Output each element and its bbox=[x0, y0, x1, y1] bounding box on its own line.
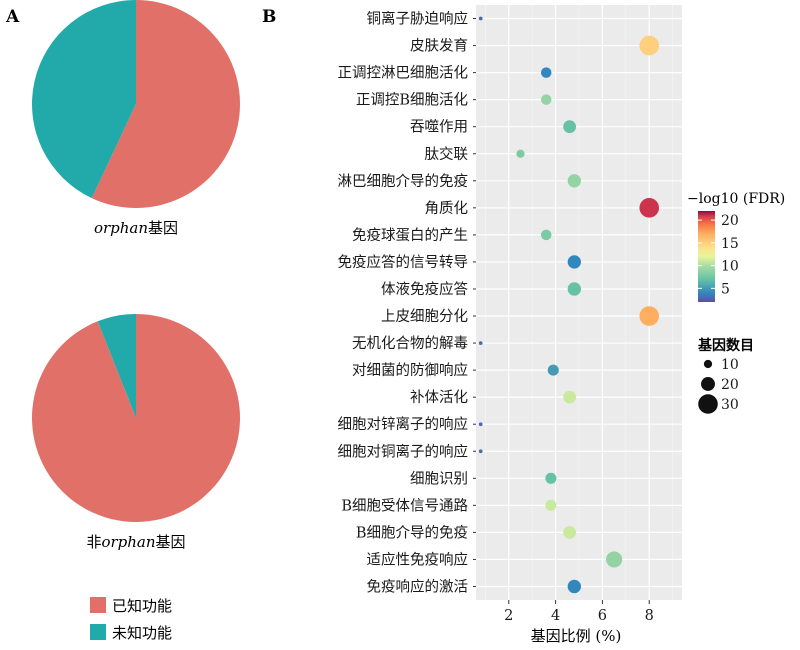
data-point bbox=[639, 306, 660, 326]
pie-non-orphan-slice-1 bbox=[97, 314, 136, 418]
category-label: 吞噬作用 bbox=[410, 119, 468, 136]
data-point bbox=[567, 282, 581, 296]
size-legend-label: 10 bbox=[721, 357, 739, 373]
category-label: 免疫响应的激活 bbox=[367, 577, 469, 595]
data-point bbox=[639, 198, 660, 218]
pie-orphan-slice-1 bbox=[31, 0, 136, 199]
data-point bbox=[478, 16, 483, 21]
panel-b-label: B bbox=[262, 7, 276, 27]
category-label: 对细菌的防御响应 bbox=[352, 361, 468, 379]
data-point bbox=[545, 499, 557, 511]
pie-orphan-caption-suffix: 基因 bbox=[148, 219, 178, 237]
color-legend: −log10 (FDR) 5 10 15 20 bbox=[687, 191, 785, 302]
pie-legend: 已知功能 未知功能 bbox=[90, 597, 172, 642]
data-point bbox=[563, 525, 577, 539]
legend-swatch-unknown bbox=[90, 624, 106, 640]
category-label: 淋巴细胞介导的免疫 bbox=[338, 173, 469, 190]
category-label: 正调控淋巴细胞活化 bbox=[338, 65, 469, 82]
data-point bbox=[516, 149, 525, 158]
category-label: 免疫应答的信号转导 bbox=[338, 253, 469, 271]
pie-non-orphan-caption-italic: orphan bbox=[101, 533, 155, 551]
size-legend-label: 20 bbox=[721, 377, 739, 393]
pie-orphan-caption-italic: orphan bbox=[94, 219, 148, 237]
legend-label-unknown: 未知功能 bbox=[112, 624, 172, 642]
pie-non-orphan-caption-prefix: 非 bbox=[86, 533, 101, 551]
category-label: 补体活化 bbox=[410, 389, 468, 406]
category-label: 上皮细胞分化 bbox=[381, 308, 468, 325]
category-label: 免疫球蛋白的产生 bbox=[352, 227, 468, 244]
data-point bbox=[478, 449, 483, 454]
x-tick-label: 4 bbox=[551, 608, 560, 624]
color-bar-tick-label: 15 bbox=[721, 236, 739, 252]
pie-non-orphan-caption-suffix: 基因 bbox=[156, 533, 186, 551]
data-point bbox=[567, 174, 581, 188]
category-label: 适应性免疫响应 bbox=[367, 550, 469, 568]
color-bar bbox=[698, 211, 715, 302]
size-legend: 基因数目 10 20 30 bbox=[698, 337, 754, 414]
legend-swatch-known bbox=[90, 597, 106, 613]
data-point bbox=[567, 255, 581, 269]
panel-a-label: A bbox=[5, 7, 20, 27]
color-bar-tick-label: 5 bbox=[721, 281, 730, 297]
category-label: 细胞识别 bbox=[410, 470, 468, 487]
data-point bbox=[606, 551, 623, 568]
data-point bbox=[563, 390, 577, 404]
data-point bbox=[567, 579, 581, 594]
category-label: 角质化 bbox=[425, 200, 469, 217]
data-point bbox=[639, 35, 660, 56]
category-label: 肽交联 bbox=[425, 145, 469, 163]
category-label: 细胞对锌离子的响应 bbox=[338, 415, 469, 433]
category-label: 正调控B细胞活化 bbox=[356, 92, 468, 109]
data-point bbox=[540, 94, 552, 105]
category-label: 无机化合物的解毒 bbox=[352, 335, 468, 352]
pie-orphan-slice-0 bbox=[91, 0, 240, 209]
x-tick-label: 8 bbox=[645, 608, 654, 624]
pie-non-orphan-caption: 非orphan基因 bbox=[86, 533, 185, 551]
category-label: 体液免疫应答 bbox=[381, 280, 468, 298]
dot-plot: 铜离子胁迫响应皮肤发育正调控淋巴细胞活化正调控B细胞活化吞噬作用肽交联淋巴细胞介… bbox=[338, 5, 682, 624]
legend-label-known: 已知功能 bbox=[112, 597, 172, 615]
pie-orphan-caption: orphan基因 bbox=[94, 219, 178, 237]
color-bar-tick-label: 20 bbox=[721, 213, 739, 229]
category-label: B细胞受体信号通路 bbox=[341, 497, 468, 514]
category-label: 铜离子胁迫响应 bbox=[367, 10, 469, 28]
data-point bbox=[478, 422, 483, 427]
category-label: 细胞对铜离子的响应 bbox=[338, 442, 469, 460]
pie-non-orphan bbox=[31, 314, 241, 522]
x-tick-label: 2 bbox=[504, 608, 513, 624]
size-legend-label: 30 bbox=[721, 397, 739, 413]
size-legend-dot bbox=[703, 359, 713, 369]
data-point bbox=[547, 364, 559, 376]
x-tick-label: 6 bbox=[598, 608, 607, 624]
color-legend-title: −log10 (FDR) bbox=[687, 191, 785, 207]
category-label: B细胞介导的免疫 bbox=[356, 524, 468, 541]
data-point bbox=[545, 472, 557, 484]
data-point bbox=[478, 341, 483, 345]
data-point bbox=[563, 120, 577, 134]
size-legend-dot bbox=[701, 377, 715, 391]
data-point bbox=[540, 67, 552, 78]
color-bar-tick-label: 10 bbox=[721, 259, 739, 275]
pie-orphan bbox=[31, 0, 240, 209]
category-label: 皮肤发育 bbox=[410, 38, 468, 55]
size-legend-title: 基因数目 bbox=[698, 337, 754, 354]
size-legend-dot bbox=[698, 394, 718, 414]
data-point bbox=[540, 229, 552, 241]
x-axis-label: 基因比例 (%) bbox=[531, 627, 622, 645]
